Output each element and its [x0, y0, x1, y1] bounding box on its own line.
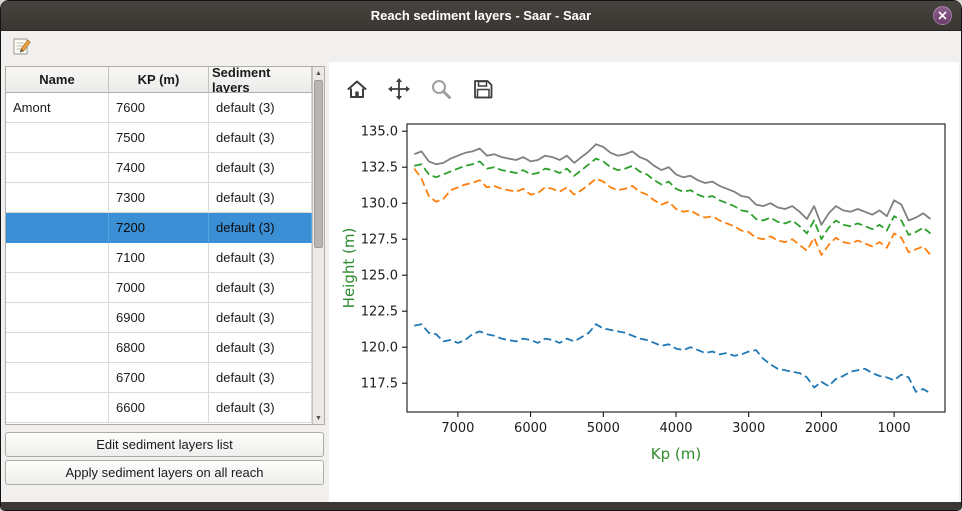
y-tick-label: 125.0	[361, 269, 398, 284]
cell-kp[interactable]: 7500	[109, 123, 209, 153]
table-row[interactable]: 7300 default (3)	[6, 183, 324, 213]
table-row[interactable]: 7400 default (3)	[6, 153, 324, 183]
plot-border	[406, 123, 946, 413]
apply-sediment-layers-button[interactable]: Apply sediment layers on all reach	[5, 460, 324, 485]
x-tick-label: 7000	[441, 421, 474, 436]
window-bottom-bar	[1, 502, 961, 510]
cell-name[interactable]	[6, 363, 109, 393]
cell-layers[interactable]: default (3)	[209, 303, 312, 333]
series-top	[413, 143, 932, 226]
title-bar[interactable]: Reach sediment layers - Saar - Saar	[1, 1, 961, 31]
window-title: Reach sediment layers - Saar - Saar	[370, 8, 592, 23]
plot-toolbar	[341, 74, 499, 104]
sediment-table: Name KP (m) Sediment layers Amont 7600 def…	[5, 66, 325, 425]
y-tick-label: 120.0	[361, 341, 398, 356]
cell-kp[interactable]: 6800	[109, 333, 209, 363]
cell-kp[interactable]: 6900	[109, 303, 209, 333]
x-tick-label: 6000	[514, 421, 547, 436]
zoom-magnifier-icon	[432, 80, 451, 99]
table-row[interactable]: 7000 default (3)	[6, 273, 324, 303]
series-bottom	[414, 323, 931, 395]
home-icon	[347, 80, 367, 98]
cell-name[interactable]	[6, 243, 109, 273]
save-button[interactable]	[467, 74, 499, 104]
cell-name[interactable]: Amont	[6, 93, 109, 123]
y-tick-label: 135.0	[361, 125, 398, 140]
x-tick-label: 5000	[587, 421, 620, 436]
scroll-up-icon[interactable]: ▲	[315, 69, 322, 77]
y-tick-label: 130.0	[361, 197, 398, 212]
cell-kp[interactable]: 6700	[109, 363, 209, 393]
cell-name[interactable]	[6, 273, 109, 303]
pan-button[interactable]	[383, 74, 415, 104]
header-name[interactable]: Name	[6, 67, 109, 93]
home-button[interactable]	[341, 74, 373, 104]
y-tick-label: 122.5	[361, 305, 398, 320]
close-button[interactable]	[933, 6, 952, 25]
cell-name[interactable]	[6, 123, 109, 153]
y-axis-label: Height (m)	[340, 228, 358, 309]
cell-kp[interactable]: 7300	[109, 183, 209, 213]
y-tick-label: 117.5	[361, 377, 398, 392]
cell-layers[interactable]: default (3)	[209, 273, 312, 303]
header-kp[interactable]: KP (m)	[109, 67, 209, 93]
series-layer-2	[414, 157, 932, 241]
cell-kp[interactable]: 6600	[109, 393, 209, 423]
cell-name[interactable]	[6, 183, 109, 213]
cell-name[interactable]	[6, 303, 109, 333]
x-axis-label: Kp (m)	[651, 445, 701, 463]
cell-layers[interactable]: default (3)	[209, 363, 312, 393]
cell-kp[interactable]: 7200	[109, 213, 209, 243]
x-tick-label: 1000	[878, 421, 911, 436]
series-layer-3	[413, 168, 932, 256]
table-row[interactable]: 6700 default (3)	[6, 363, 324, 393]
cell-layers[interactable]: default (3)	[209, 393, 312, 423]
cell-name[interactable]	[6, 393, 109, 423]
table-body: Amont 7600 default (3) 7500 default (3) 7400 d…	[6, 93, 324, 423]
cell-name[interactable]	[6, 153, 109, 183]
chart-canvas[interactable]: 7000 6000 5000 4000 3000 2000 1000 117.5 120.0 12…	[337, 110, 959, 482]
table-scrollbar[interactable]: ▲ ▼	[312, 67, 324, 424]
edit-note-icon	[13, 38, 31, 54]
cell-layers[interactable]: default (3)	[209, 213, 312, 243]
zoom-button[interactable]	[425, 74, 457, 104]
pan-arrows-icon	[388, 78, 410, 100]
x-tick-label: 4000	[659, 421, 692, 436]
y-tick-label: 132.5	[361, 161, 398, 176]
y-tick-label: 127.5	[361, 233, 398, 248]
edit-sediment-button[interactable]	[9, 33, 35, 59]
table-row[interactable]: 6800 default (3)	[6, 333, 324, 363]
cell-kp[interactable]: 7100	[109, 243, 209, 273]
table-row[interactable]: 6600 default (3)	[6, 393, 324, 423]
table-row[interactable]: 7200 default (3)	[6, 213, 324, 243]
scrollbar-thumb[interactable]	[314, 80, 323, 248]
cell-name[interactable]	[6, 213, 109, 243]
table-row[interactable]: 6900 default (3)	[6, 303, 324, 333]
cell-name[interactable]	[6, 333, 109, 363]
cell-layers[interactable]: default (3)	[209, 93, 312, 123]
save-floppy-icon	[474, 80, 493, 99]
x-tick-label: 3000	[732, 421, 765, 436]
cell-layers[interactable]: default (3)	[209, 153, 312, 183]
scroll-down-icon[interactable]: ▼	[315, 414, 322, 422]
plot-panel: 7000 6000 5000 4000 3000 2000 1000 117.5 120.0 12…	[329, 62, 959, 502]
cell-layers[interactable]: default (3)	[209, 243, 312, 273]
x-tick-label: 2000	[805, 421, 838, 436]
close-icon	[938, 11, 947, 20]
cell-layers[interactable]: default (3)	[209, 333, 312, 363]
cell-layers[interactable]: default (3)	[209, 183, 312, 213]
cell-kp[interactable]: 7600	[109, 93, 209, 123]
header-sediment-layers[interactable]: Sediment layers	[209, 67, 312, 95]
app-toolbar	[1, 30, 961, 61]
table-row[interactable]: 7100 default (3)	[6, 243, 324, 273]
cell-kp[interactable]: 7400	[109, 153, 209, 183]
table-header-row: Name KP (m) Sediment layers	[6, 67, 324, 95]
table-row[interactable]: Amont 7600 default (3)	[6, 93, 324, 123]
table-row[interactable]: 7500 default (3)	[6, 123, 324, 153]
edit-sediment-layers-list-button[interactable]: Edit sediment layers list	[5, 432, 324, 457]
cell-kp[interactable]: 7000	[109, 273, 209, 303]
chart-area: 7000 6000 5000 4000 3000 2000 1000 117.5 120.0 12…	[337, 110, 959, 487]
cell-layers[interactable]: default (3)	[209, 123, 312, 153]
